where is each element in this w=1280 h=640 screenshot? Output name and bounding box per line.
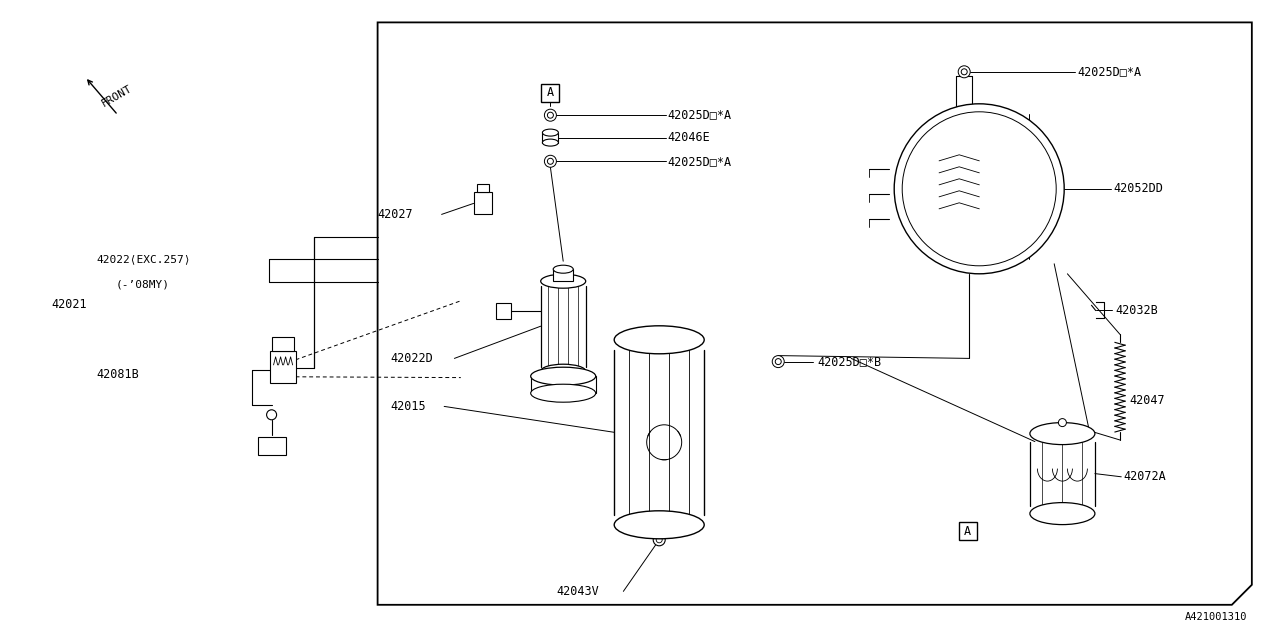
Text: 42025D□*A: 42025D□*A (668, 109, 732, 122)
Bar (474, 193, 492, 214)
Bar (257, 437, 285, 455)
Text: 42052DD: 42052DD (1114, 182, 1164, 195)
Ellipse shape (614, 511, 704, 539)
Text: 42046E: 42046E (668, 131, 710, 144)
Text: 42022⟨EXC.257⟩: 42022⟨EXC.257⟩ (96, 254, 191, 264)
Text: 42047: 42047 (1129, 394, 1165, 406)
Text: 42027: 42027 (378, 208, 413, 221)
Text: A: A (964, 525, 972, 538)
Text: (-’08MY): (-’08MY) (115, 280, 169, 290)
Text: 42081B: 42081B (96, 368, 138, 381)
Text: 42072A: 42072A (1124, 470, 1166, 483)
Circle shape (961, 69, 968, 75)
Circle shape (1059, 419, 1066, 427)
Ellipse shape (543, 129, 558, 136)
Circle shape (266, 410, 276, 420)
Text: 42021: 42021 (51, 298, 87, 310)
Ellipse shape (553, 265, 573, 273)
Text: 42032B: 42032B (1116, 304, 1158, 317)
Text: 42015: 42015 (390, 400, 426, 413)
Ellipse shape (1030, 422, 1094, 445)
Circle shape (548, 112, 553, 118)
Polygon shape (378, 22, 1252, 605)
Bar (495, 303, 511, 319)
Bar (271, 337, 293, 351)
Text: 42022D: 42022D (390, 352, 433, 365)
Circle shape (902, 112, 1056, 266)
Bar (553, 269, 573, 281)
Text: A: A (547, 86, 554, 99)
Circle shape (776, 358, 781, 365)
Circle shape (544, 109, 557, 121)
Circle shape (959, 66, 970, 78)
Circle shape (653, 534, 666, 546)
Ellipse shape (540, 274, 586, 288)
Circle shape (544, 156, 557, 167)
Ellipse shape (540, 364, 586, 378)
Circle shape (895, 104, 1064, 274)
Text: A421001310: A421001310 (1184, 612, 1247, 622)
Ellipse shape (614, 326, 704, 354)
Ellipse shape (531, 367, 595, 385)
Bar (541, 84, 559, 102)
Text: 42043V: 42043V (557, 585, 599, 598)
Bar (959, 522, 977, 540)
Circle shape (657, 537, 662, 543)
Bar (270, 351, 296, 383)
Circle shape (772, 356, 785, 367)
Ellipse shape (543, 139, 558, 146)
Text: FRONT: FRONT (100, 83, 134, 109)
Text: 42025D□*B: 42025D□*B (818, 355, 882, 368)
Ellipse shape (531, 384, 595, 402)
Ellipse shape (1030, 502, 1094, 525)
Text: 42025D□*A: 42025D□*A (668, 155, 732, 168)
Circle shape (548, 158, 553, 164)
Text: 42025D□*A: 42025D□*A (1078, 65, 1142, 78)
Bar (476, 184, 489, 193)
